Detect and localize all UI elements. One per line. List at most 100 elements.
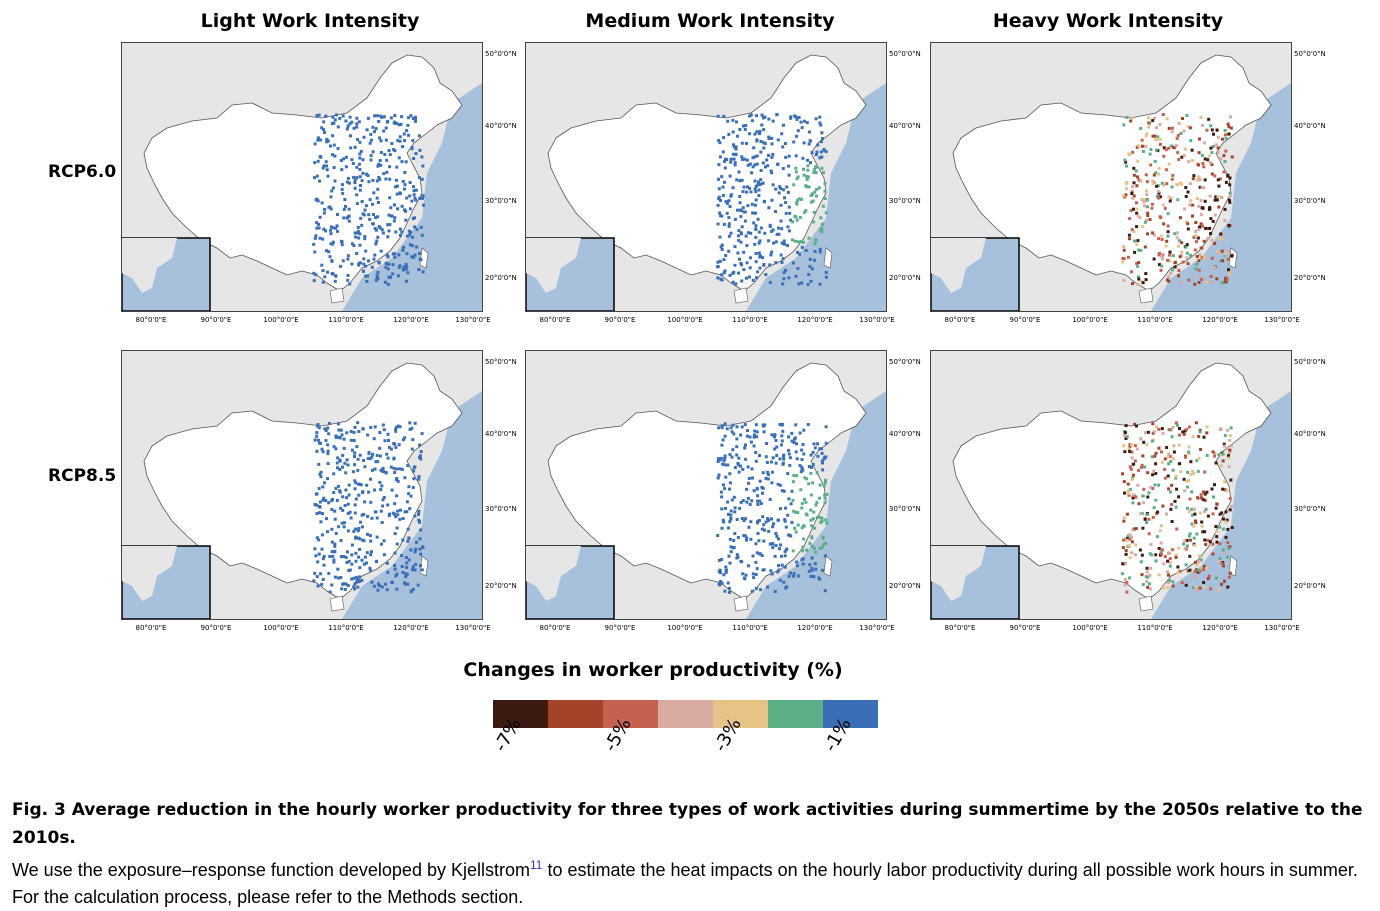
productivity-cell [1218,542,1222,546]
productivity-cell [748,132,752,136]
productivity-cell [1216,135,1220,139]
productivity-cell [1128,443,1132,446]
productivity-cell [1160,254,1164,258]
productivity-cell [421,545,425,549]
productivity-cell [1146,211,1150,215]
productivity-cell [373,467,377,471]
productivity-cell [364,249,368,253]
productivity-cell [316,159,320,163]
productivity-cell [764,520,768,524]
productivity-cell [784,525,788,529]
productivity-cell [319,572,322,576]
productivity-cell [802,173,806,177]
productivity-cell [393,255,397,259]
productivity-cell [1193,512,1197,516]
productivity-cell [366,456,370,460]
productivity-cell [1128,237,1131,241]
productivity-cell [330,272,334,275]
productivity-cell [1122,433,1126,437]
latitude-label: 50°0'0"N [1294,50,1326,58]
productivity-cell [413,421,417,425]
productivity-cell [774,439,778,442]
productivity-cell [742,185,746,189]
productivity-cell [720,526,724,530]
productivity-cell [1155,535,1159,539]
productivity-cell [372,584,376,588]
map-svg [526,43,886,311]
productivity-cell [1143,245,1147,249]
productivity-cell [1128,537,1132,541]
productivity-cell [762,539,766,543]
productivity-cell [775,113,779,117]
productivity-cell [1167,162,1171,166]
productivity-cell [403,187,406,191]
productivity-cell [411,217,415,221]
productivity-cell [397,156,401,160]
productivity-cell [398,139,402,143]
productivity-cell [412,185,415,189]
productivity-cell [767,153,770,157]
productivity-cell [729,550,733,554]
productivity-cell [742,534,746,538]
productivity-cell [1174,421,1178,425]
productivity-cell [778,578,782,582]
longitude-label: 130°0'0"E [859,316,895,324]
productivity-cell [1227,224,1231,227]
productivity-cell [779,203,783,207]
productivity-cell [1131,185,1135,189]
productivity-cell [770,250,774,254]
productivity-cell [1213,454,1217,458]
productivity-cell [354,551,358,555]
productivity-cell [791,549,795,553]
productivity-cell [723,269,727,273]
productivity-cell [322,554,326,558]
productivity-cell [382,496,386,499]
productivity-cell [1200,255,1204,259]
productivity-cell [808,257,812,261]
productivity-cell [1171,425,1175,429]
productivity-cell [1188,554,1192,558]
productivity-cell [371,125,375,129]
productivity-cell [355,580,358,584]
citation-link[interactable]: 11 [529,858,543,872]
productivity-cell [1202,186,1206,190]
productivity-cell [381,498,385,502]
productivity-cell [1152,173,1156,177]
productivity-cell [1227,225,1231,229]
productivity-cell [333,279,337,283]
productivity-cell [383,153,387,156]
productivity-cell [1188,538,1192,542]
productivity-cell [341,495,345,499]
productivity-cell [1132,230,1136,234]
productivity-cell [756,183,760,187]
productivity-cell [1192,507,1196,511]
productivity-cell [395,178,398,182]
productivity-cell [766,477,770,481]
productivity-cell [1223,129,1227,132]
productivity-cell [787,533,791,537]
productivity-cell [364,204,368,208]
productivity-cell [323,207,327,211]
productivity-cell [824,275,828,279]
productivity-cell [419,225,423,229]
productivity-cell [733,263,737,267]
productivity-cell [792,473,796,477]
longitude-label: 110°0'0"E [328,316,364,324]
productivity-cell [741,572,745,576]
productivity-cell [1220,281,1224,285]
productivity-cell [735,453,739,457]
productivity-cell [1211,450,1215,454]
productivity-cell [316,438,320,442]
productivity-cell [358,547,362,551]
productivity-cell [1210,238,1214,242]
productivity-cell [1190,508,1194,511]
productivity-cell [758,499,762,503]
productivity-cell [1167,146,1171,150]
productivity-cell [419,528,423,532]
productivity-cell [1229,426,1233,430]
productivity-cell [801,156,805,160]
productivity-cell [754,224,758,228]
productivity-cell [745,538,749,542]
productivity-cell [1191,469,1194,473]
productivity-cell [350,553,354,557]
